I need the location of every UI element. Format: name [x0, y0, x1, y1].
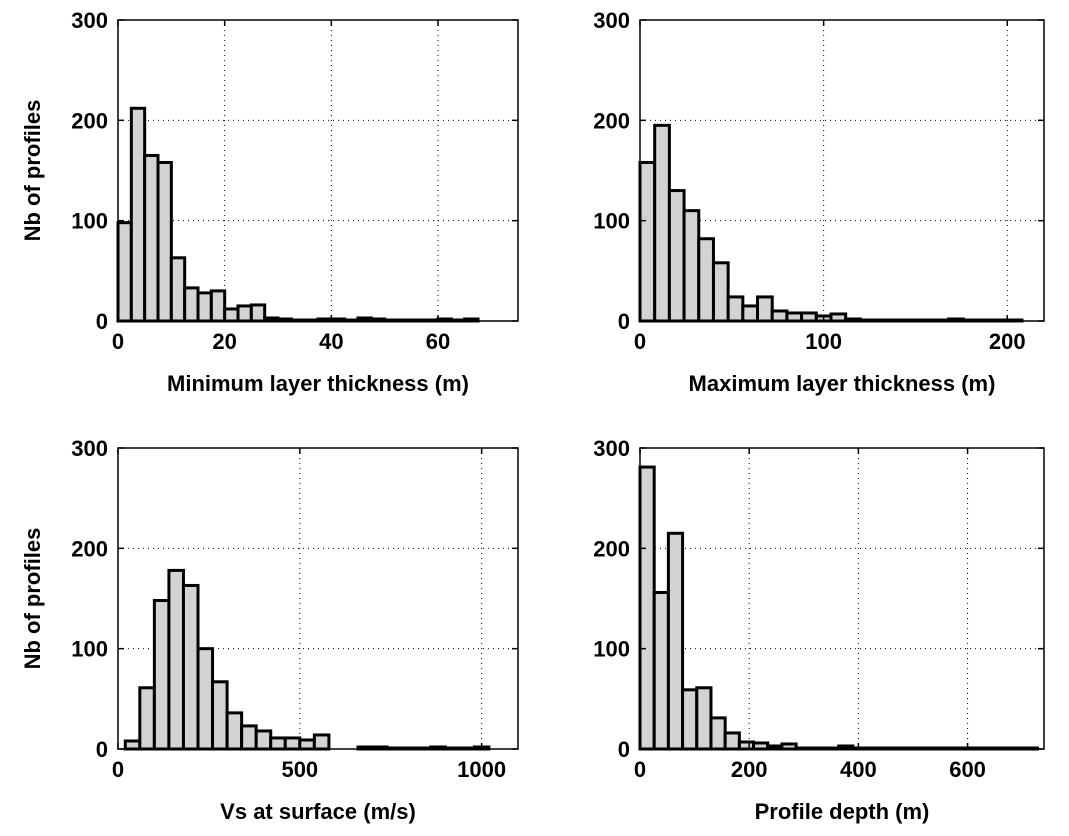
x-tick-label: 100 [805, 329, 842, 354]
x-tick-label: 0 [634, 329, 646, 354]
x-tick-label: 40 [319, 329, 343, 354]
histogram-bar [298, 738, 316, 751]
histogram-bar [123, 739, 142, 751]
y-tick-label: 0 [618, 737, 630, 762]
axes-frame [117, 19, 519, 322]
histogram-bar [741, 304, 760, 323]
x-axis-title: Minimum layer thickness (m) [167, 371, 469, 396]
histogram-bar [312, 733, 331, 751]
x-tick-label: 0 [112, 329, 124, 354]
histogram-bar [726, 295, 745, 323]
histogram-bar [269, 736, 287, 751]
histogram-bar [209, 289, 227, 323]
y-tick-label: 0 [618, 309, 630, 334]
histogram-bar [752, 741, 770, 751]
x-axis-title: Profile depth (m) [755, 799, 930, 824]
y-tick-label: 0 [96, 737, 108, 762]
x-tick-label: 500 [281, 757, 318, 782]
y-axis-title: Nb of profiles [20, 100, 45, 242]
histogram-bar [181, 583, 200, 751]
histogram-bar [156, 160, 173, 323]
y-tick-label: 200 [71, 108, 108, 133]
histogram-bar [829, 312, 848, 323]
histogram-bar [800, 311, 818, 323]
histogram-bar [653, 123, 671, 323]
histogram-bar [211, 680, 229, 751]
x-tick-label: 400 [840, 757, 877, 782]
histogram-bar [167, 568, 185, 751]
y-tick-label: 200 [593, 108, 630, 133]
x-axis-title: Maximum layer thickness (m) [689, 371, 996, 396]
histogram-bar [697, 237, 715, 323]
x-tick-label: 1000 [457, 757, 506, 782]
histogram-bar [652, 590, 670, 751]
histogram-bar [223, 307, 240, 323]
histogram-bar [756, 295, 774, 323]
x-tick-label: 600 [949, 757, 986, 782]
x-tick-label: 0 [112, 757, 124, 782]
axes-frame [117, 447, 519, 750]
y-tick-label: 100 [593, 209, 630, 234]
y-tick-label: 300 [71, 8, 108, 33]
histogram-bar [143, 153, 160, 323]
histogram-bar [249, 303, 267, 323]
histogram-bar [254, 729, 273, 751]
histogram-bar [695, 686, 713, 751]
y-tick-label: 100 [71, 637, 108, 662]
x-tick-label: 20 [212, 329, 236, 354]
histogram-bar [116, 221, 133, 323]
histogram-bar [737, 740, 756, 751]
histogram-bar [682, 209, 701, 323]
histogram-bar [196, 291, 213, 323]
histogram-bar [681, 688, 699, 751]
histogram-bar [638, 465, 656, 751]
histogram-bar [638, 160, 657, 323]
histogram-bar [236, 304, 253, 323]
histogram-bar [129, 106, 147, 323]
x-tick-label: 200 [731, 757, 768, 782]
x-tick-label: 60 [426, 329, 450, 354]
panel-max-layer-thickness: 0 100 200 0 100 200 300 Maximum layer thickness… [593, 8, 1045, 396]
y-axis-title: Nb of profiles [20, 528, 45, 670]
y-tick-label: 300 [71, 436, 108, 461]
histogram-bar [723, 731, 741, 751]
y-tick-label: 100 [71, 209, 108, 234]
y-tick-label: 200 [593, 536, 630, 561]
histogram-bar [711, 261, 730, 323]
y-tick-label: 300 [593, 8, 630, 33]
histogram-bar [283, 736, 302, 751]
axes-frame [639, 19, 1045, 322]
histogram-bar [240, 724, 258, 751]
panel-min-layer-thickness: 0 20 40 60 0 100 200 300 Minimum layer thickness… [20, 8, 519, 396]
x-tick-label: 200 [989, 329, 1026, 354]
y-tick-label: 100 [593, 637, 630, 662]
histogram-bar [225, 711, 244, 751]
x-tick-label: 0 [634, 757, 646, 782]
panel-profile-depth: 0 200 400 600 0 100 200 300 Profile depth (m) [593, 436, 1045, 824]
histogram-bar [709, 716, 727, 751]
histogram-bar [169, 256, 187, 323]
axes-frame [639, 447, 1045, 750]
histogram-bar [138, 686, 156, 751]
histogram-bar [666, 531, 685, 751]
histogram-bar [183, 286, 200, 323]
y-tick-label: 0 [96, 309, 108, 334]
panel-vs-at-surface: 0 500 1000 0 100 200 300 Vs at surface (m/s) Nb … [20, 436, 519, 824]
histogram-bar [780, 742, 798, 751]
histogram-bar [785, 311, 804, 323]
x-axis-title: Vs at surface (m/s) [220, 799, 416, 824]
y-tick-label: 200 [71, 536, 108, 561]
histogram-bar [667, 189, 686, 323]
y-tick-label: 300 [593, 436, 630, 461]
histogram-bar [770, 309, 789, 323]
histogram-bar [152, 599, 171, 751]
histogram-bar [196, 647, 215, 751]
